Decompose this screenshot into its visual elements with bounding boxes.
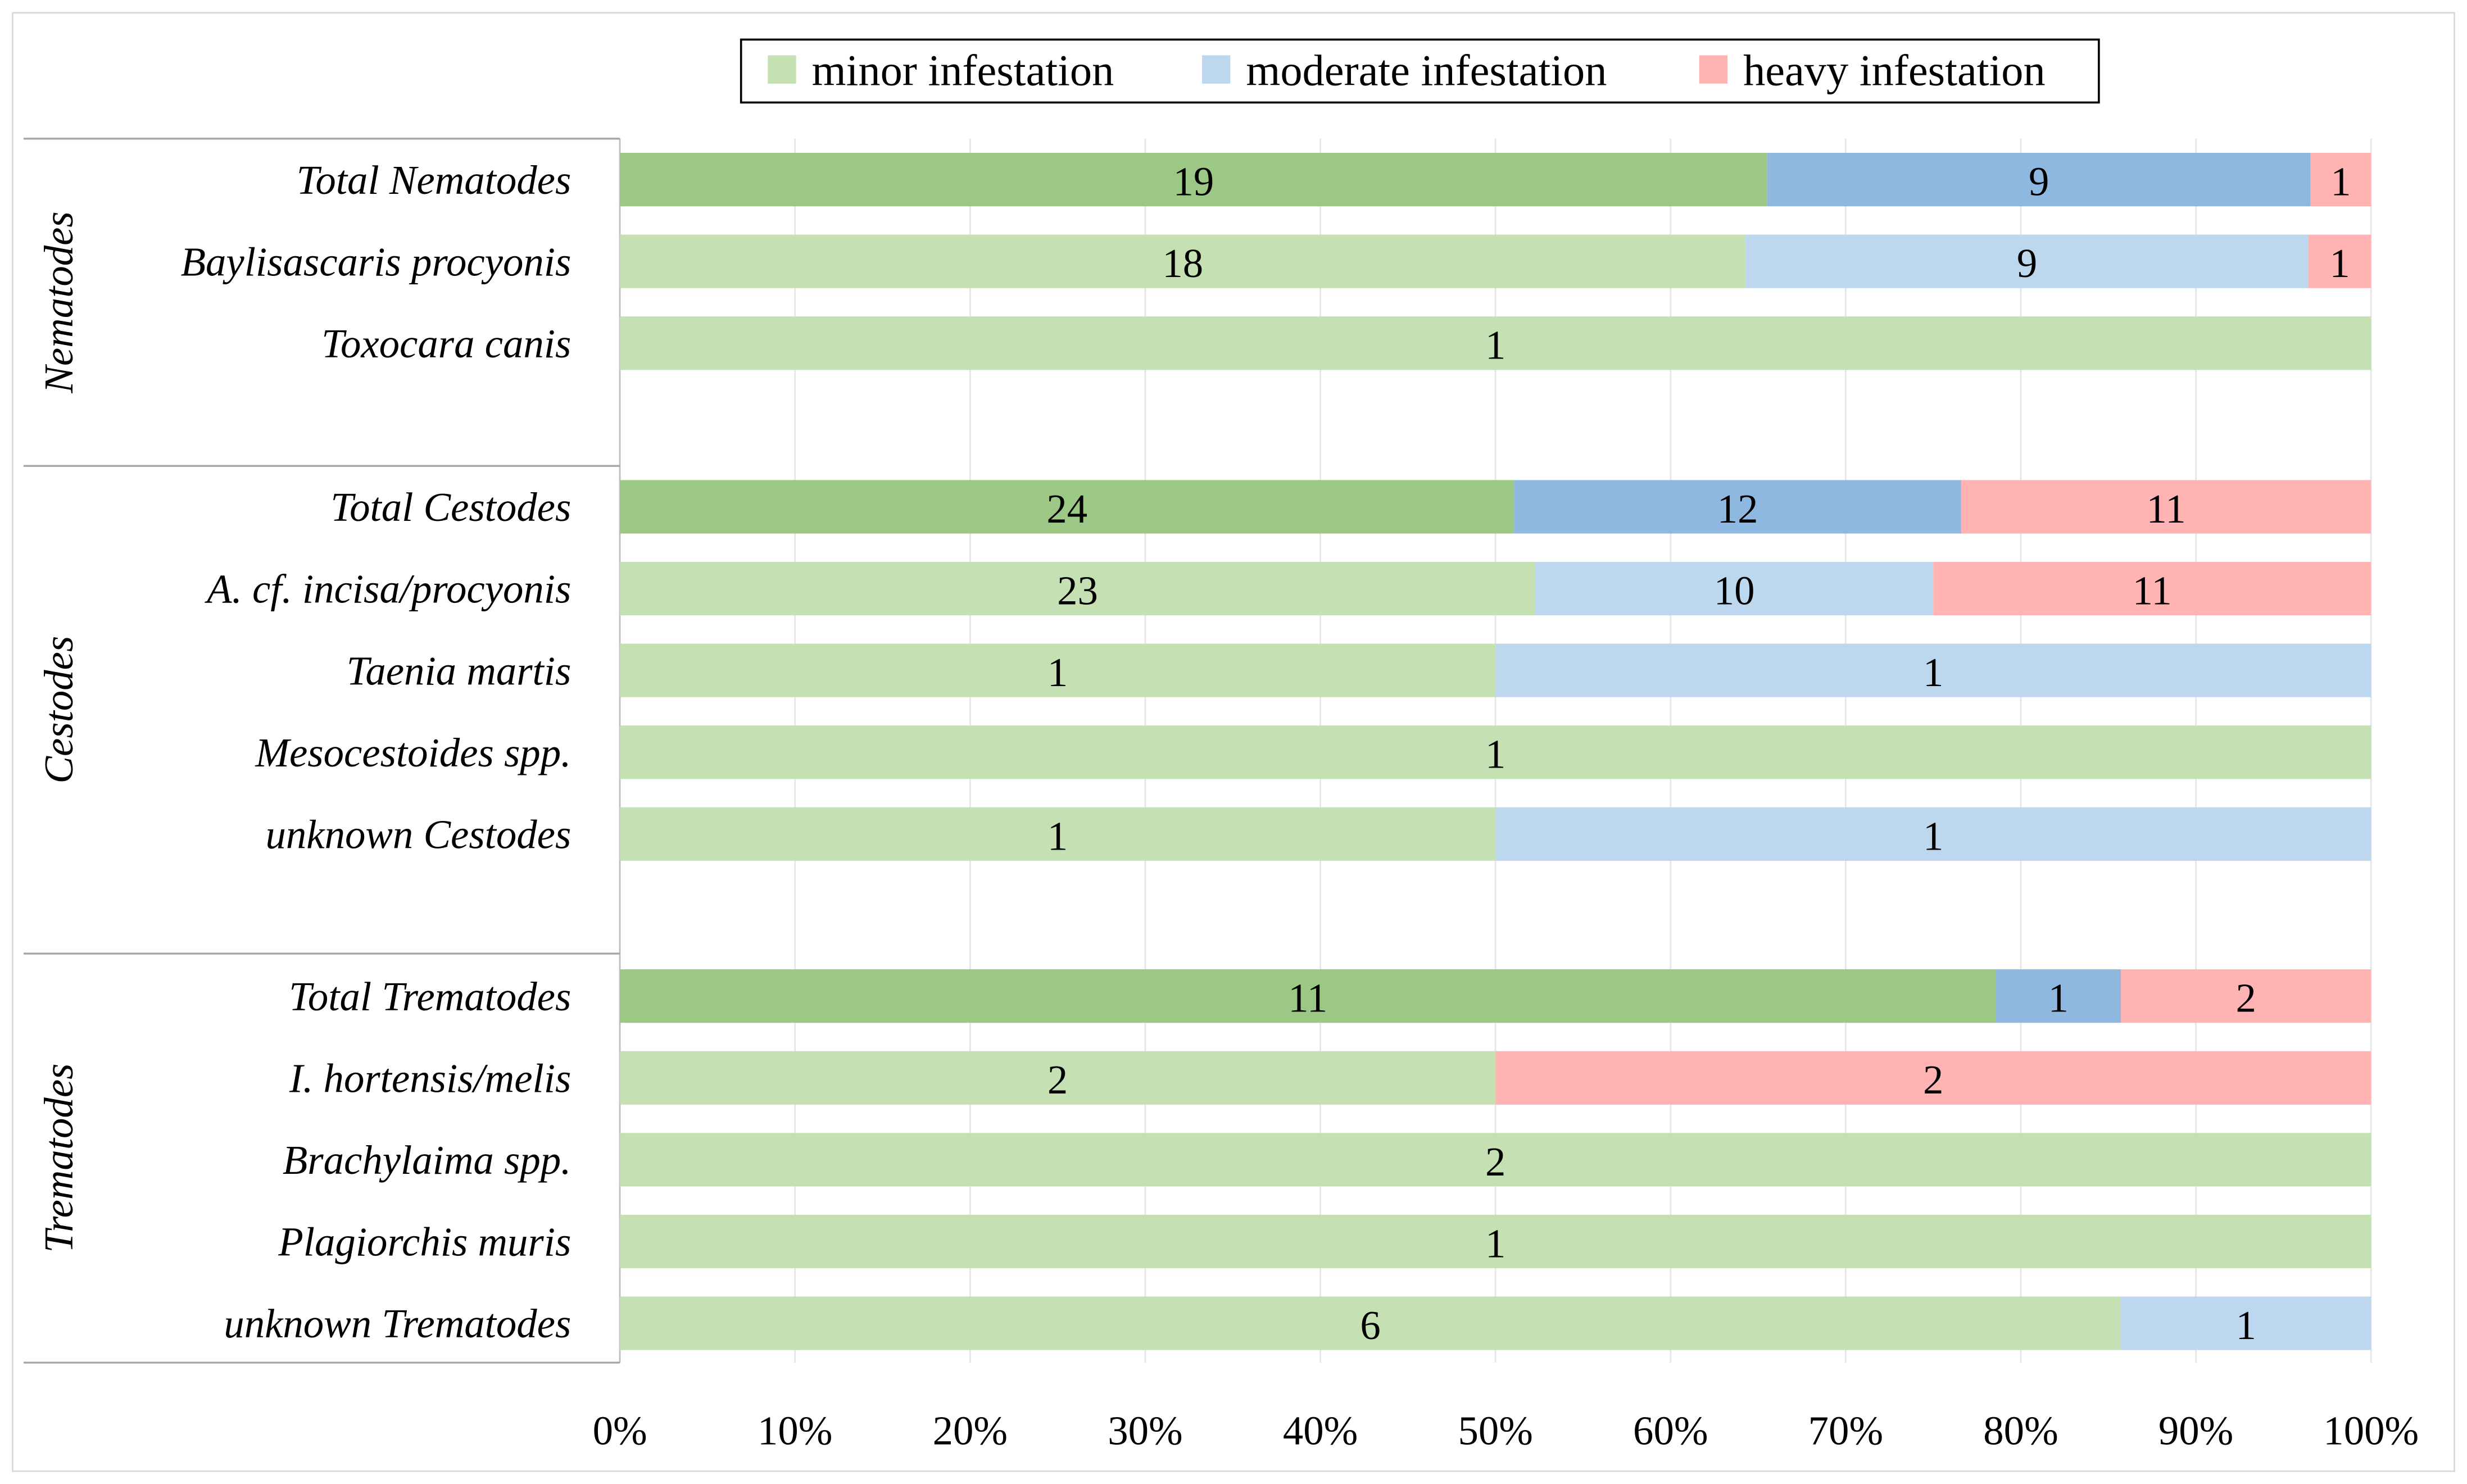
category-label: Total Trematodes [289, 974, 571, 1019]
category-label: A. cf. incisa/procyonis [205, 566, 571, 612]
legend-box [740, 38, 2100, 104]
legend-swatch [768, 55, 796, 84]
data-label: 1 [1047, 650, 1068, 695]
bar-segment-minor [620, 561, 1535, 616]
legend-entry: moderate infestation [1246, 46, 1607, 95]
data-label: 18 [1162, 240, 1203, 286]
data-label: 12 [1717, 486, 1758, 532]
bar-segment-heavy [2310, 152, 2371, 207]
data-label: 23 [1057, 568, 1098, 614]
bar-segment-minor [620, 1133, 2371, 1187]
data-label: 2 [2235, 975, 2256, 1021]
bar-segment-moderate [1996, 969, 2121, 1023]
category-label: Baylisascaris procyonis [181, 239, 572, 284]
group-labels: Nematodes Cestodes Trematodes [23, 138, 620, 1364]
bar-segment-minor [620, 969, 1996, 1023]
x-tick-label: 30% [1108, 1408, 1182, 1454]
bar-segment-minor [620, 1296, 2121, 1350]
bar-segment-heavy [1961, 480, 2371, 534]
bar-segment-moderate [1535, 561, 1934, 616]
category-label: unknown Trematodes [224, 1301, 571, 1346]
bar-segment-moderate [1767, 152, 2311, 207]
data-label: 2 [1923, 1057, 1943, 1102]
category-label: Brachylaima spp. [283, 1137, 571, 1183]
bar-segment-moderate [2121, 1296, 2371, 1350]
data-label: 1 [1047, 813, 1068, 859]
bar-segment-minor [620, 807, 1496, 861]
bar-segment-heavy [1933, 561, 2371, 616]
data-label: 1 [2330, 159, 2351, 205]
data-label: 1 [1485, 323, 1505, 368]
category-label: Taenia martis [347, 648, 572, 693]
category-label: Total Nematodes [297, 157, 572, 203]
data-label: 1 [2048, 975, 2069, 1021]
category-label: Mesocestoides spp. [255, 730, 571, 775]
group-label: Cestodes [36, 636, 81, 784]
x-tick-label: 10% [758, 1408, 832, 1454]
x-tick-label: 20% [933, 1408, 1008, 1454]
x-tick-label: 90% [2158, 1408, 2233, 1454]
category-label: Plagiorchis muris [278, 1219, 571, 1265]
bar-segment-minor [620, 316, 2371, 370]
bar-segment-moderate [1495, 807, 2371, 861]
data-label: 6 [1360, 1303, 1380, 1348]
data-label: 11 [1288, 975, 1327, 1021]
data-label: 11 [2133, 568, 2172, 614]
bar-segment-minor [620, 1214, 2371, 1269]
x-axis-ticks: 0% 10% 20% 30% 40% 50% 60% 70% 80% 90% 100% [593, 1408, 2419, 1454]
data-label: 24 [1046, 486, 1087, 532]
bar-segment-minor [620, 1051, 1496, 1105]
bar-segment-minor [620, 480, 1514, 534]
data-label: 19 [1173, 159, 1214, 205]
data-label: 1 [1485, 732, 1505, 777]
legend-entry: minor infestation [812, 46, 1114, 95]
data-label: 1 [1485, 1220, 1505, 1266]
data-label: 2 [1485, 1139, 1505, 1185]
legend-entry: heavy infestation [1743, 46, 2046, 95]
data-label: 2 [1047, 1057, 1068, 1102]
bar-segment-moderate [1745, 234, 2309, 288]
data-label: 9 [2029, 159, 2049, 205]
bar-segment-moderate [1514, 480, 1961, 534]
data-label: 1 [2235, 1303, 2256, 1348]
bar-segment-moderate [1495, 643, 2371, 697]
data-label: 9 [2017, 240, 2037, 286]
category-label: unknown Cestodes [265, 811, 571, 857]
group-label: Trematodes [36, 1064, 81, 1253]
bar-segment-heavy [2121, 969, 2371, 1023]
x-tick-label: 60% [1633, 1408, 1708, 1454]
x-tick-label: 70% [1808, 1408, 1883, 1454]
x-tick-label: 100% [2323, 1408, 2419, 1454]
category-label: Toxocara canis [321, 321, 571, 366]
legend: minor infestation moderate infestation hea… [740, 38, 2100, 104]
x-tick-label: 80% [1983, 1408, 2058, 1454]
bar-segment-heavy [1495, 1051, 2371, 1105]
bar-segment-minor [620, 725, 2371, 779]
group-label: Nematodes [36, 211, 81, 393]
bar-segment-minor [620, 152, 1767, 207]
data-label: 10 [1714, 568, 1755, 614]
legend-swatch [1699, 55, 1728, 84]
x-tick-label: 0% [593, 1408, 647, 1454]
legend-swatch [1202, 55, 1231, 84]
bar-segment-minor [620, 643, 1496, 697]
x-tick-label: 50% [1458, 1408, 1532, 1454]
category-label: I. hortensis/melis [289, 1055, 571, 1101]
data-label: 1 [1923, 650, 1943, 695]
category-label: Total Cestodes [330, 484, 571, 530]
data-label: 1 [2329, 240, 2350, 286]
data-label: 1 [1923, 813, 1943, 859]
bar-segment-minor [620, 234, 1746, 288]
data-label: 11 [2147, 486, 2186, 532]
x-tick-label: 40% [1283, 1408, 1358, 1454]
bar-segment-heavy [2308, 234, 2371, 288]
